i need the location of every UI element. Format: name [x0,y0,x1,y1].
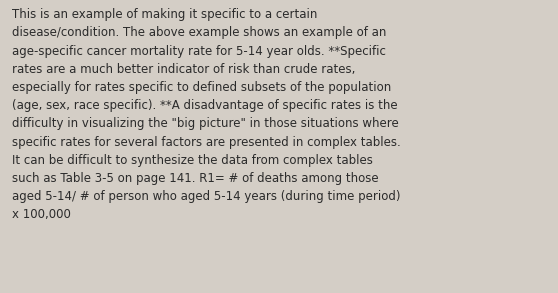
Text: This is an example of making it specific to a certain
disease/condition. The abo: This is an example of making it specific… [12,8,401,222]
